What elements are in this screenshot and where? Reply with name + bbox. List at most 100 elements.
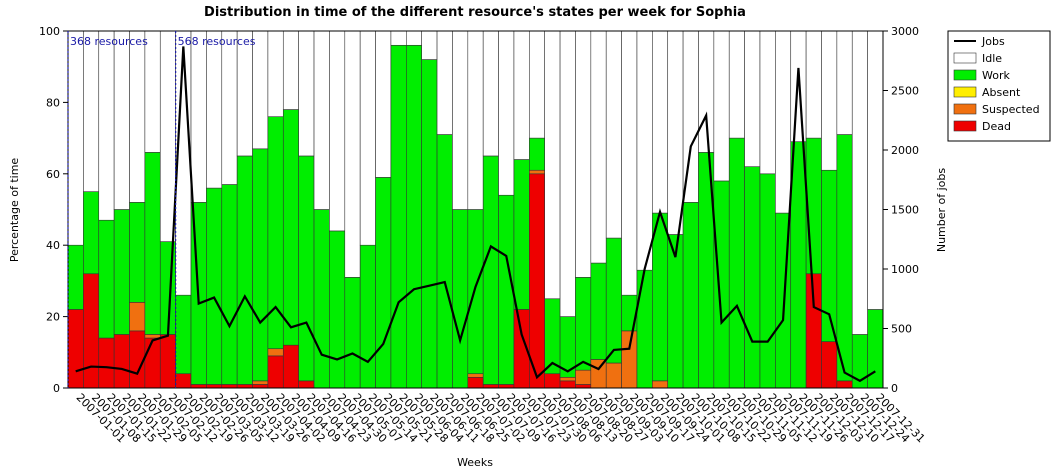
legend-label: Idle [982, 52, 1002, 65]
bar-segment [452, 30, 469, 210]
bar-segment [498, 384, 515, 389]
bar-segment [236, 30, 253, 157]
bar-segment [406, 30, 422, 46]
bar-segment [498, 194, 515, 385]
bar-segment [436, 134, 453, 389]
bar-segment [851, 30, 868, 335]
bar-segment [667, 234, 684, 389]
bar-segment [313, 209, 330, 389]
bar-segment [83, 191, 100, 275]
y2-tick-label: 500 [891, 323, 912, 336]
bar-segment [821, 30, 838, 171]
legend-label: Dead [982, 120, 1011, 133]
y2-tick-label: 3000 [891, 25, 919, 38]
y-tick-label: 40 [46, 239, 60, 252]
bar-segment [67, 30, 84, 246]
bar-segment [375, 177, 392, 389]
bar-segment [129, 302, 146, 332]
bar-segment [390, 30, 407, 46]
bar-segment [129, 202, 146, 303]
bar-segment [98, 30, 115, 221]
bar-segment [282, 30, 299, 110]
bar-segment [636, 30, 653, 271]
y2-axis-title: Number of jobs [935, 168, 948, 253]
bar-segment [83, 30, 100, 192]
bar-segment [805, 137, 822, 275]
bar-segment [805, 30, 822, 139]
bar-segment [221, 30, 238, 185]
annotation: 368 resources [70, 35, 148, 48]
bar-segment [559, 376, 576, 382]
bar-segment [252, 380, 269, 385]
bar-segment [759, 30, 776, 175]
bar-segment [267, 355, 284, 389]
bar-segment [667, 30, 684, 235]
bar-segment [421, 30, 438, 60]
bar-segment [252, 384, 269, 389]
y2-tick-label: 2500 [891, 85, 919, 98]
bar-segment [144, 337, 161, 389]
bar-segment [406, 44, 422, 389]
legend-swatch [953, 52, 977, 64]
bar-segment [590, 262, 607, 360]
bar-segment [575, 30, 592, 278]
bar-segment [682, 30, 699, 203]
bar-segment [329, 230, 346, 389]
bar-segment [836, 30, 853, 135]
bar-segment [836, 134, 853, 382]
bar-segment [421, 59, 438, 389]
bar-segment [605, 362, 622, 389]
legend-label: Absent [982, 86, 1021, 99]
bar-segment [482, 384, 499, 389]
bar-segment [498, 30, 515, 196]
bar-segment [728, 137, 745, 389]
y2-tick-label: 1500 [891, 204, 919, 217]
bar-segment [713, 30, 730, 182]
bar-segment [544, 373, 561, 389]
legend-label: Work [982, 69, 1010, 82]
bar-segment [513, 159, 530, 310]
bar-segment [159, 30, 176, 242]
y2-tick-label: 1000 [891, 263, 919, 276]
bar-segment [452, 209, 469, 389]
bar-segment [175, 294, 192, 375]
bar-segment [344, 30, 361, 278]
legend-swatch [953, 103, 977, 115]
bar-segment [728, 30, 745, 139]
x-axis-title: Weeks [457, 456, 493, 469]
bar-segment [113, 30, 130, 210]
bar-segment [529, 169, 545, 175]
y2-tick-label: 0 [891, 382, 898, 395]
bar-segment [298, 380, 315, 389]
bar-segment [821, 341, 838, 389]
bar-segment [190, 30, 207, 203]
bar-segment [113, 209, 130, 335]
bar-segment [190, 384, 207, 389]
bar-segment [867, 30, 884, 310]
bar-segment [98, 337, 115, 389]
bar-segment [67, 244, 84, 310]
bar-segment [713, 180, 730, 389]
bar-segment [267, 30, 284, 117]
bar-segment [282, 344, 299, 389]
bar-segment [652, 30, 669, 214]
bar-segment [790, 141, 807, 389]
bar-segment [329, 30, 346, 232]
bar-segment [759, 173, 776, 389]
bar-segment [298, 30, 315, 157]
bar-segment [621, 30, 638, 296]
bar-segment [375, 30, 392, 178]
bar-segment [513, 30, 530, 160]
y-axis-title: Percentage of time [8, 158, 21, 263]
bar-segment [236, 384, 253, 389]
bar-segment [252, 148, 269, 382]
bar-segment [636, 269, 653, 389]
bar-segment [467, 373, 484, 378]
bar-segment [467, 376, 484, 389]
bar-segment [867, 309, 884, 389]
bar-segment [529, 30, 545, 139]
bar-segment [652, 380, 669, 389]
bar-segment [252, 30, 269, 150]
y-tick-label: 20 [46, 311, 60, 324]
bar-segment [359, 244, 376, 389]
